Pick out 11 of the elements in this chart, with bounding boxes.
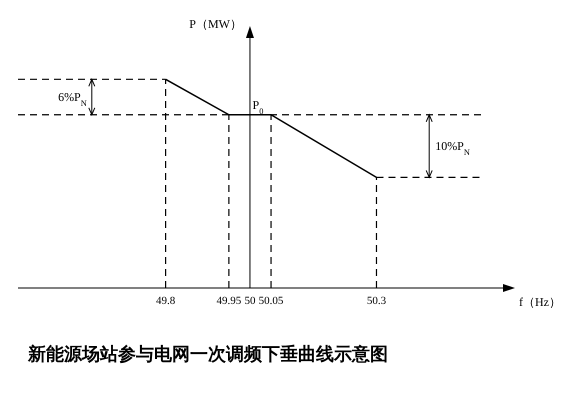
text: 新能源场站参与电网一次调频下垂曲线示意图 xyxy=(26,343,389,366)
x-tick-label: 50 xyxy=(244,294,256,307)
y-axis-title: P（MW） xyxy=(189,17,242,31)
x-tick-label: 50.05 xyxy=(258,294,284,307)
x-axis-title: f（Hz） xyxy=(519,295,561,309)
x-tick-label: 49.95 xyxy=(216,294,242,307)
x-tick-label: 50.3 xyxy=(366,294,387,307)
annotation: P$_{0}$ xyxy=(252,98,264,116)
x-tick-label: 49.8 xyxy=(156,294,176,307)
annotation: 10%P$_{N}$ xyxy=(435,139,470,157)
annotation: 6%P$_{N}$ xyxy=(58,90,87,108)
